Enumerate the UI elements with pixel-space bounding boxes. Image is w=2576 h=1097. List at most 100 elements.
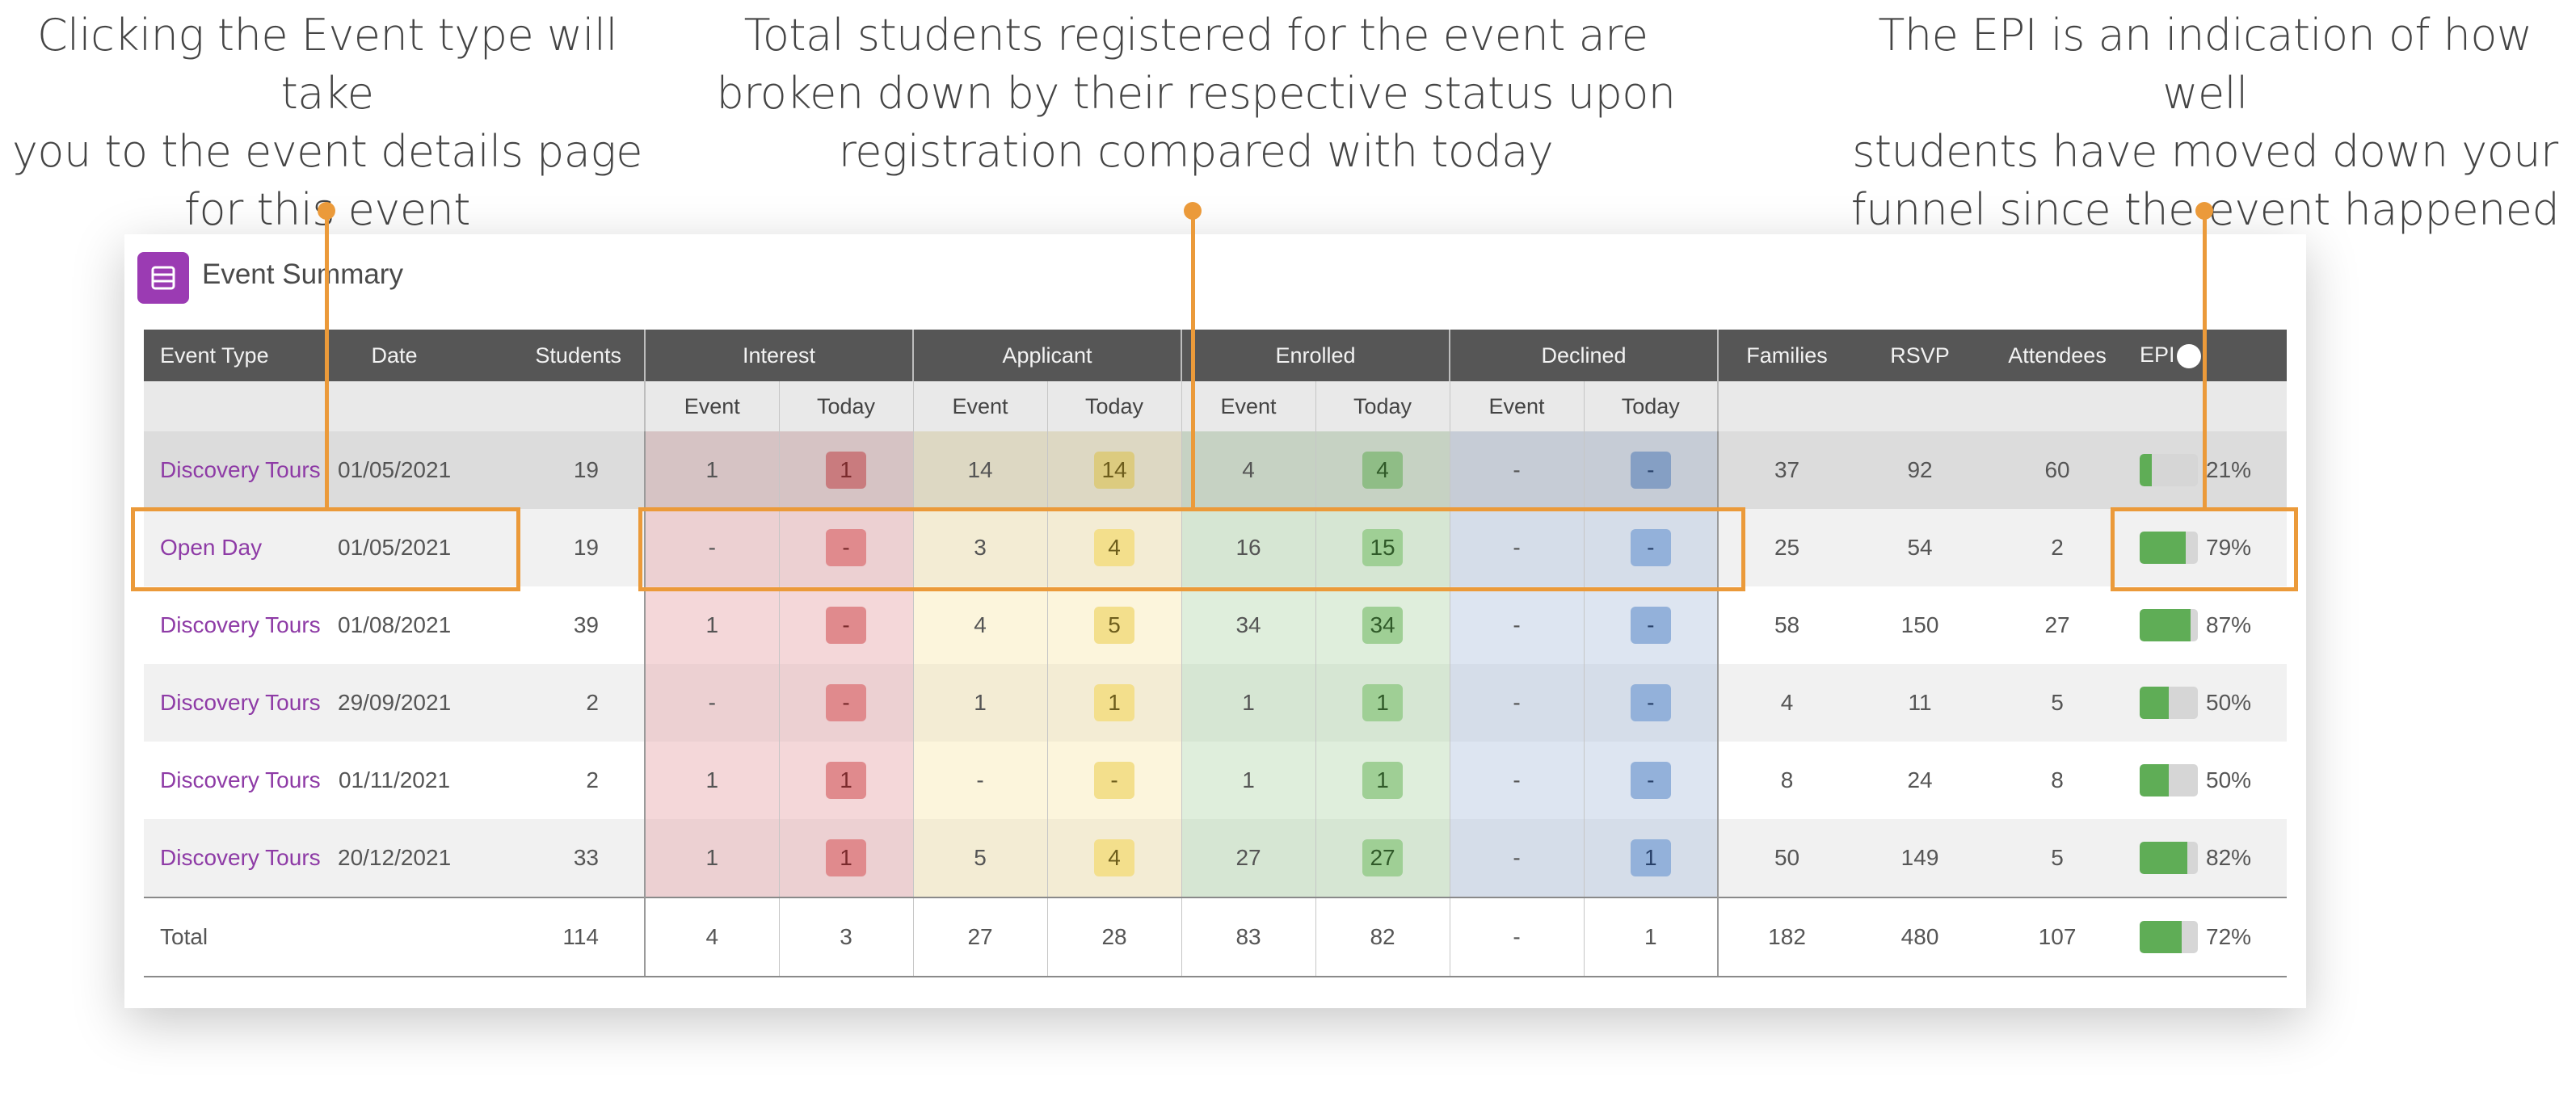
- applicant-today-badge: 1: [1094, 684, 1135, 721]
- applicant-event-cell: 5: [912, 819, 1048, 897]
- sub-interest-event: Event: [644, 381, 779, 431]
- col-enrolled[interactable]: Enrolled: [1181, 330, 1450, 381]
- enrolled-today-badge: 27: [1362, 839, 1404, 876]
- col-date[interactable]: Date: [338, 330, 451, 381]
- applicant-today-cell: 5: [1046, 586, 1182, 664]
- interest-today-badge: -: [826, 684, 866, 721]
- total-label: Total: [144, 897, 338, 977]
- epi-progress-fill: [2140, 532, 2186, 564]
- families-count: 58: [1717, 586, 1856, 664]
- table-row: Discovery Tours 01/11/2021 2 1 1- -1 1- -8 24 8 50…: [144, 742, 2288, 819]
- event-type-link[interactable]: Discovery Tours: [160, 457, 321, 482]
- families-count: 37: [1717, 431, 1856, 509]
- pointer-line: [1191, 212, 1195, 507]
- applicant-event-cell: -: [912, 742, 1048, 819]
- declined-today-badge: -: [1630, 762, 1671, 799]
- students-count: 19: [451, 431, 645, 509]
- interest-today-cell: -: [778, 509, 914, 586]
- table-row: Discovery Tours 20/12/2021 33 1 1 5 4 27 27-1 50 1…: [144, 819, 2288, 897]
- students-count: 2: [451, 742, 645, 819]
- total-enrolled-today: 82: [1315, 897, 1450, 977]
- applicant-event-cell: 4: [912, 586, 1048, 664]
- students-count: 39: [451, 586, 645, 664]
- declined-today-cell: -: [1583, 664, 1719, 742]
- sub-enrolled-today: Today: [1315, 381, 1450, 431]
- interest-event-cell: -: [644, 664, 779, 742]
- enrolled-event-cell: 16: [1181, 509, 1316, 586]
- sub-declined-today: Today: [1583, 381, 1719, 431]
- families-count: 8: [1717, 742, 1856, 819]
- col-applicant[interactable]: Applicant: [912, 330, 1182, 381]
- declined-today-badge: -: [1630, 452, 1671, 489]
- event-date: 01/11/2021: [338, 742, 451, 819]
- epi-progress-bar: [2140, 842, 2199, 874]
- interest-today-badge: 1: [826, 452, 866, 489]
- callout-statuses: Total students registered for the event …: [711, 6, 1681, 181]
- applicant-today-badge: 5: [1094, 607, 1135, 644]
- callout-line: The EPI is an indication of how well: [1878, 10, 2532, 119]
- sub-applicant-today: Today: [1046, 381, 1182, 431]
- declined-today-cell: -: [1583, 586, 1719, 664]
- table-row: Discovery Tours 29/09/2021 2- -1 1 1 1- -4 11 5 50…: [144, 664, 2288, 742]
- epi-progress-fill: [2140, 687, 2170, 719]
- enrolled-today-badge: 34: [1362, 607, 1404, 644]
- event-type-link[interactable]: Discovery Tours: [160, 767, 321, 792]
- event-date: 29/09/2021: [338, 664, 451, 742]
- rsvp-count: 149: [1855, 819, 1985, 897]
- applicant-today-badge: 14: [1094, 452, 1135, 489]
- attendees-count: 2: [1985, 509, 2131, 586]
- col-students[interactable]: Students: [451, 330, 645, 381]
- pointer-dot: [318, 202, 335, 220]
- interest-today-cell: 1: [778, 819, 914, 897]
- epi-value: 21%: [2206, 457, 2252, 482]
- epi-value: 72%: [2206, 924, 2252, 949]
- event-type-link[interactable]: Discovery Tours: [160, 690, 321, 715]
- sub-applicant-event: Event: [912, 381, 1048, 431]
- epi-cell: 87%: [2130, 586, 2288, 664]
- applicant-event-cell: 14: [912, 431, 1048, 509]
- total-applicant-event: 27: [912, 897, 1048, 977]
- families-count: 25: [1717, 509, 1856, 586]
- total-epi: 72%: [2130, 897, 2288, 977]
- callout-line: Total students registered for the event …: [743, 10, 1648, 61]
- col-event-type[interactable]: Event Type: [144, 330, 338, 381]
- enrolled-event-cell: 34: [1181, 586, 1316, 664]
- col-interest[interactable]: Interest: [643, 330, 914, 381]
- epi-progress-bar: [2140, 764, 2199, 796]
- pointer-dot: [1184, 202, 1202, 220]
- rsvp-count: 54: [1855, 509, 1985, 586]
- rsvp-count: 150: [1855, 586, 1985, 664]
- students-count: 33: [451, 819, 645, 897]
- event-type-link[interactable]: Discovery Tours: [160, 612, 321, 637]
- epi-value: 82%: [2206, 845, 2252, 870]
- interest-today-badge: 1: [826, 762, 866, 799]
- info-icon[interactable]: [2176, 343, 2201, 368]
- applicant-today-cell: 4: [1046, 819, 1182, 897]
- event-type-link[interactable]: Open Day: [160, 535, 263, 560]
- applicant-event-cell: 1: [912, 664, 1048, 742]
- enrolled-event-cell: 1: [1181, 664, 1316, 742]
- col-declined[interactable]: Declined: [1449, 330, 1719, 381]
- families-count: 4: [1717, 664, 1856, 742]
- declined-event-cell: -: [1449, 664, 1585, 742]
- rsvp-count: 24: [1855, 742, 1985, 819]
- declined-today-badge: -: [1630, 529, 1671, 566]
- event-type-link[interactable]: Discovery Tours: [160, 845, 321, 870]
- col-rsvp[interactable]: RSVP: [1855, 330, 1985, 381]
- applicant-today-cell: 14: [1046, 431, 1182, 509]
- declined-event-cell: -: [1449, 431, 1585, 509]
- col-epi[interactable]: EPI: [2130, 330, 2288, 381]
- col-families[interactable]: Families: [1717, 330, 1856, 381]
- rsvp-count: 92: [1855, 431, 1985, 509]
- interest-today-cell: -: [778, 664, 914, 742]
- declined-today-cell: -: [1583, 509, 1719, 586]
- epi-value: 50%: [2206, 690, 2252, 715]
- col-attendees[interactable]: Attendees: [1985, 330, 2131, 381]
- total-interest-event: 4: [644, 897, 779, 977]
- declined-today-cell: -: [1583, 742, 1719, 819]
- enrolled-event-cell: 4: [1181, 431, 1316, 509]
- epi-value: 50%: [2206, 767, 2252, 792]
- epi-progress-bar: [2140, 921, 2199, 953]
- interest-event-cell: 1: [644, 819, 779, 897]
- attendees-count: 5: [1985, 664, 2131, 742]
